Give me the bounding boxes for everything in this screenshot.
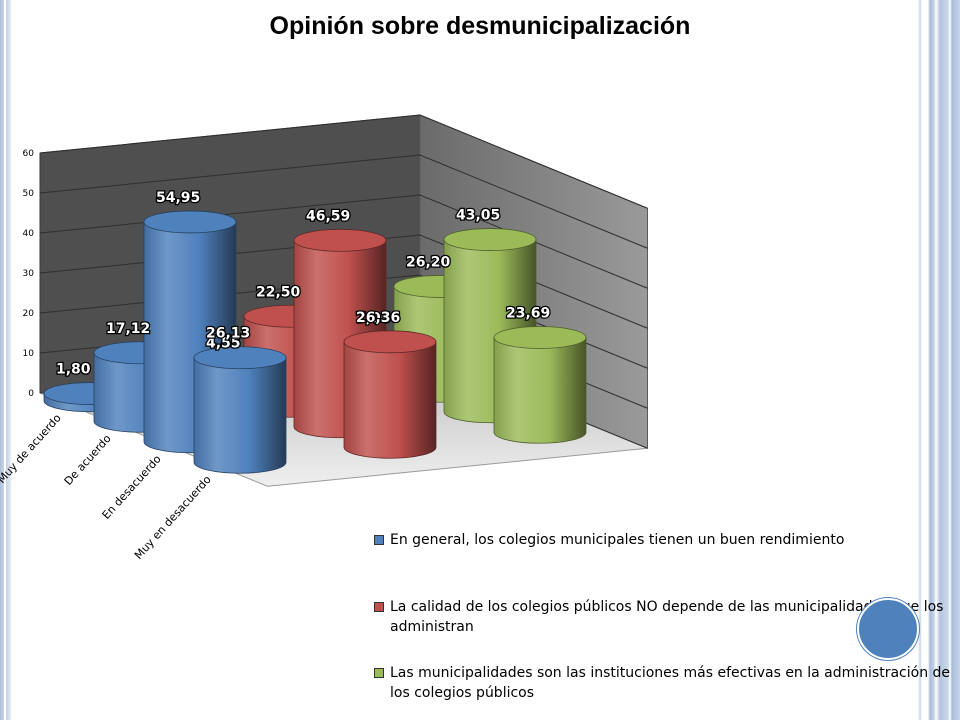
data-label: 22,50 [256, 284, 301, 300]
legend-swatch-series-2 [374, 602, 384, 612]
legend-item-series-3: Las municipalidades son las institucione… [374, 663, 960, 703]
data-label: 43,05 [456, 208, 500, 224]
legend-label-series-3: Las municipalidades son las institucione… [390, 665, 951, 701]
data-label: 54,95 [156, 190, 200, 206]
bar-series-2-cat-4 [343, 330, 437, 459]
bar-top [193, 346, 287, 370]
data-label: 1,80 [56, 362, 91, 378]
data-label: 26,13 [206, 326, 250, 342]
legend-item-series-2: La calidad de los colegios públicos NO d… [374, 597, 960, 637]
x-category-label: Muy de acuerdo [0, 411, 64, 486]
data-label: 17,12 [106, 321, 150, 337]
slide-frame-left [0, 0, 12, 720]
legend-swatch-series-1 [374, 535, 384, 545]
gridline [39, 114, 648, 209]
bar-top [143, 210, 237, 234]
chart-data-labels: 7,06 26,20 43,05 23,69 4,55 22,50 46,59 26,36 1,… [55, 189, 552, 379]
x-category-label: De acuerdo [62, 432, 114, 488]
data-label: 26,36 [356, 310, 400, 326]
legend-label-series-2: La calidad de los colegios públicos NO d… [390, 599, 944, 635]
y-tick-label: 0 [28, 389, 34, 399]
y-tick-label: 60 [23, 149, 35, 159]
y-tick-label: 20 [23, 309, 35, 319]
y-tick-label: 10 [23, 349, 35, 359]
legend-label-series-1: En general, los colegios municipales tie… [390, 532, 845, 548]
bar-top [493, 326, 587, 349]
bar-top [443, 228, 537, 251]
y-tick-label: 40 [23, 229, 35, 239]
bar-series-3-cat-4 [493, 326, 587, 444]
x-category-label: Muy en desacuerdo [132, 473, 214, 562]
bar-series-1-cat-4 [193, 346, 287, 474]
y-tick-label: 30 [23, 269, 35, 279]
decorative-circle [857, 598, 919, 660]
data-label: 26,20 [406, 254, 451, 270]
legend-item-series-1: En general, los colegios municipales tie… [374, 530, 960, 550]
legend-swatch-series-3 [374, 668, 384, 678]
bar-top [293, 228, 387, 252]
data-label: 46,59 [306, 208, 350, 224]
bar-top [343, 330, 437, 354]
y-tick-label: 50 [23, 189, 35, 199]
slide-frame-right [918, 0, 960, 720]
x-category-label: En desacuerdo [100, 452, 164, 521]
gridline [39, 154, 648, 249]
data-label: 23,69 [506, 305, 550, 321]
data-label: 7,06 [356, 311, 391, 327]
chart-bars [43, 210, 587, 474]
chart-title: Opinión sobre desmunicipalización [269, 12, 691, 40]
y-axis-ticks: 0 10 20 30 40 50 60 [23, 149, 35, 399]
bar-body [493, 337, 587, 444]
bar-body [343, 341, 437, 459]
bar-body [193, 357, 287, 474]
data-label: 4,55 [206, 336, 241, 352]
